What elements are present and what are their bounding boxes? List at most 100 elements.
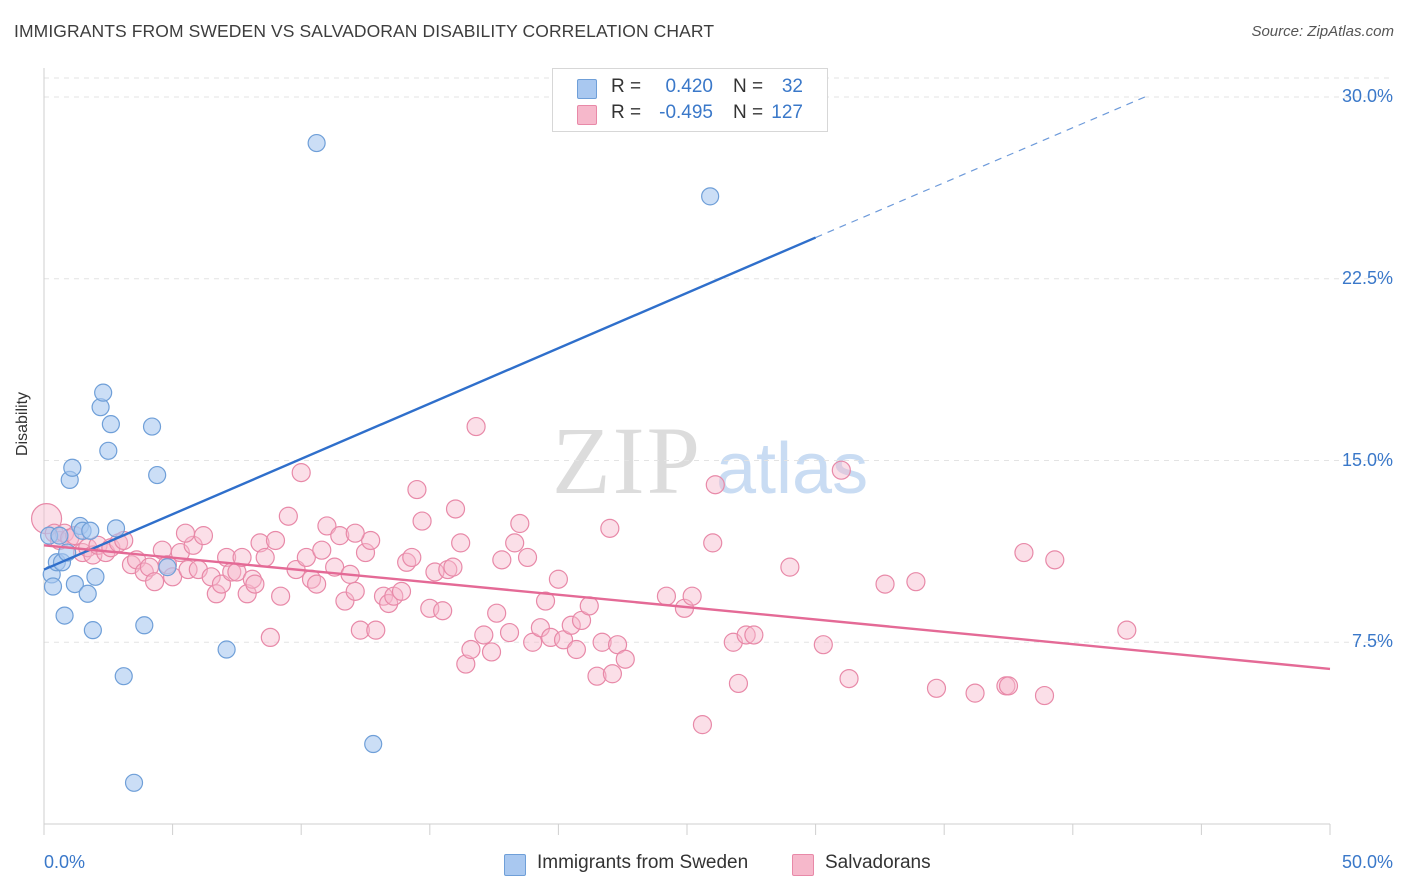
salvadoran-point — [499, 622, 520, 643]
bottom-legend-swatch-sweden — [504, 854, 526, 876]
y-tick-label: 22.5% — [1341, 267, 1393, 288]
salvadoran-point — [402, 547, 422, 568]
legend-r-label: R = — [611, 76, 642, 97]
salvadoran-point — [433, 601, 453, 621]
sweden-point — [106, 519, 126, 538]
legend-swatch-sweden — [577, 79, 597, 99]
bottom-legend-label-sweden: Immigrants from Sweden — [537, 852, 749, 873]
salvadoran-point — [839, 668, 859, 689]
sweden-trend-line — [43, 236, 817, 571]
salvadoran-point — [445, 499, 466, 519]
salvadoran-point — [566, 639, 587, 660]
salvadoran-point — [271, 586, 291, 606]
y-tick-label: 15.0% — [1341, 449, 1393, 470]
legend-n-label: N = — [733, 102, 764, 123]
sweden-point — [124, 773, 144, 792]
salvadoran-point — [193, 526, 214, 546]
legend-n-label: N = — [733, 76, 764, 97]
salvadoran-point — [535, 591, 556, 611]
sweden-point — [114, 667, 133, 686]
salvadoran-point — [183, 535, 203, 555]
salvadoran-point — [510, 513, 530, 534]
salvadoran-point — [656, 586, 677, 606]
salvadoran-point — [317, 516, 337, 536]
salvadoran-point — [505, 533, 525, 553]
salvadoran-point — [548, 569, 569, 589]
sweden-point — [50, 526, 69, 545]
salvadoran-point — [438, 559, 458, 580]
salvadoran-point — [412, 511, 432, 531]
y-axis-label: Disability — [14, 391, 31, 456]
salvadoran-point — [350, 620, 370, 640]
sweden-point — [65, 574, 84, 594]
salvadoran-point — [461, 639, 481, 660]
legend-n-value: 127 — [771, 102, 803, 123]
sweden-point — [63, 458, 82, 477]
salvadoran-point — [265, 530, 286, 551]
correlation-legend: R = 0.420 N = 32 R = -0.495 N = 127 — [552, 68, 828, 132]
salvadoran-point — [245, 574, 265, 594]
source-credit: Source: ZipAtlas.com — [1251, 23, 1394, 40]
sweden-points — [40, 133, 720, 792]
salvadoran-point — [296, 547, 316, 568]
salvadoran-point — [250, 533, 270, 553]
salvadoran-point — [875, 574, 895, 594]
salvadoran-point — [587, 666, 607, 686]
salvadoran-point — [206, 584, 226, 604]
salvadoran-point — [744, 625, 764, 645]
x-tick-label-max: 50.0% — [1341, 852, 1393, 872]
salvadoran-point — [1045, 550, 1065, 570]
sweden-point — [78, 584, 97, 603]
salvadoran-point — [600, 518, 620, 538]
legend-n-value: 32 — [781, 76, 803, 97]
salvadoran-point — [178, 559, 198, 580]
salvadoran-point — [391, 581, 412, 601]
salvadoran-point — [345, 523, 365, 543]
salvadoran-point — [517, 547, 538, 568]
salvadoran-point — [291, 463, 311, 483]
salvadoran-point — [615, 649, 635, 669]
salvadoran-point — [278, 506, 298, 526]
sweden-point — [142, 417, 162, 436]
salvadoran-point — [998, 676, 1019, 696]
salvadoran-point — [1014, 542, 1034, 563]
salvadoran-point — [728, 673, 749, 694]
salvadoran-point — [831, 460, 851, 480]
salvadoran-point — [361, 530, 381, 551]
legend-row-sweden: R = 0.420 N = 32 — [553, 75, 827, 101]
salvadoran-point — [355, 542, 376, 563]
sweden-point — [99, 441, 118, 460]
sweden-point — [94, 383, 113, 402]
salvadoran-point — [175, 523, 196, 543]
sweden-point — [101, 415, 120, 434]
salvadoran-point — [926, 678, 947, 698]
salvadoran-point — [366, 620, 386, 640]
salvadoran-point — [466, 416, 486, 437]
salvadoran-point — [345, 581, 365, 601]
salvadoran-point — [602, 664, 623, 684]
salvadoran-point — [481, 642, 502, 662]
watermark-atlas: atlas — [716, 429, 869, 509]
sweden-point — [158, 558, 177, 577]
chart-title: IMMIGRANTS FROM SWEDEN VS SALVADORAN DIS… — [14, 21, 715, 41]
salvadoran-point — [965, 683, 985, 703]
sweden-point — [55, 606, 74, 625]
salvadoran-point — [330, 526, 350, 546]
legend-r-value: 0.420 — [665, 76, 713, 97]
salvadoran-point — [307, 574, 327, 594]
salvadoran-point — [736, 625, 756, 645]
salvadoran-point — [255, 547, 275, 568]
sweden-point — [43, 577, 63, 596]
sweden-point — [701, 187, 720, 206]
salvadoran-point — [237, 584, 257, 604]
salvadoran-point — [260, 627, 280, 648]
salvadoran-point — [561, 615, 581, 635]
salvadoran-point — [1034, 685, 1055, 706]
salvadoran-point — [692, 715, 713, 735]
salvadoran-point — [312, 540, 332, 560]
salvadoran-point — [705, 475, 725, 495]
y-tick-label: 7.5% — [1351, 631, 1393, 652]
legend-r-value: -0.495 — [659, 102, 713, 123]
trend-lines — [43, 96, 1331, 671]
